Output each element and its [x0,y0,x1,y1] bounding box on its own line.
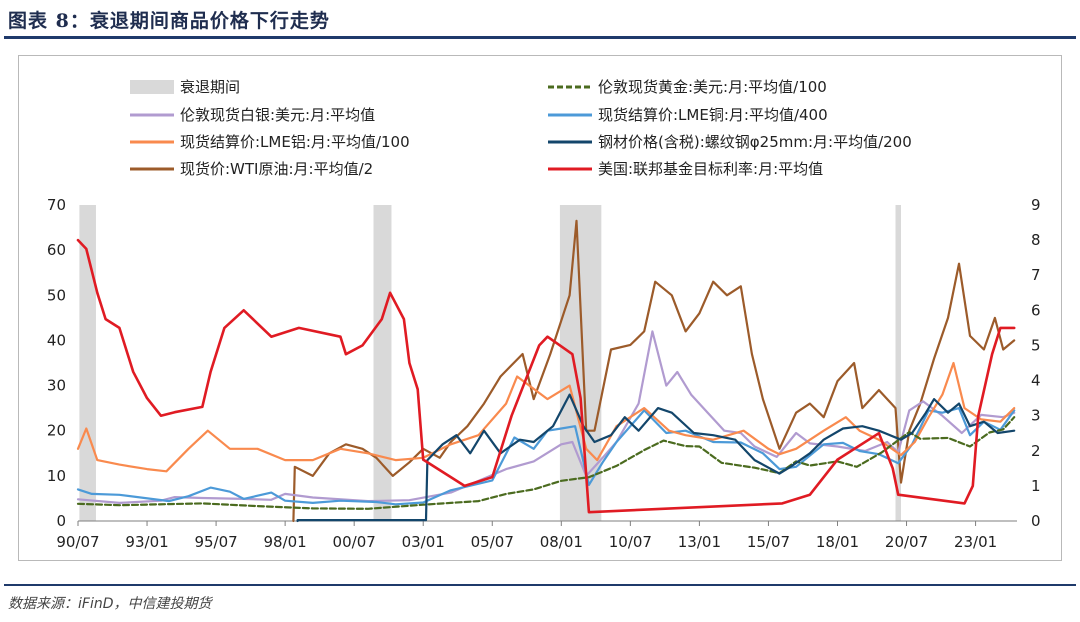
y-right-tick-label: 7 [1031,266,1041,284]
x-tick-label: 08/01 [540,533,583,551]
x-tick-label: 15/07 [747,533,790,551]
y-left-tick-label: 20 [47,422,66,440]
y-right-tick-label: 3 [1031,407,1041,425]
legend-item-rebar: 钢材价格(含税):螺纹钢φ25mm:月:平均值/200 [548,133,912,151]
recession-band-2 [373,205,392,521]
x-tick-label: 10/07 [609,533,652,551]
series-lines [76,219,1016,523]
series-fedfunds-line [76,238,1016,514]
y-left-tick-label: 70 [47,196,66,214]
legend-item-recession: 衰退期间 [130,78,240,96]
legend-label-gold: 伦敦现货黄金:美元:月:平均值/100 [598,78,827,96]
x-tick-label: 23/01 [954,533,997,551]
legend-label-rebar: 钢材价格(含税):螺纹钢φ25mm:月:平均值/200 [598,133,912,151]
legend-label-silver: 伦敦现货白银:美元:月:平均值 [180,106,375,124]
legend-swatch-recession [130,80,174,94]
y-left-tick-label: 40 [47,331,66,349]
legend-item-wti: 现货价:WTI原油:月:平均值/2 [130,160,373,178]
x-tick-label: 20/07 [885,533,928,551]
source-note: 数据来源：iFinD，中信建投期货 [8,596,212,612]
legend-item-fedfunds: 美国:联邦基金目标利率:月:平均值 [548,160,823,178]
series-gold-line [76,416,1016,510]
source-rule [4,584,1076,586]
series-wti-line [292,219,1016,523]
recession-bands [79,205,902,521]
legend-label-recession: 衰退期间 [180,78,240,96]
y-left-tick-label: 0 [56,512,66,530]
y-right-tick-label: 1 [1031,477,1041,495]
legend-label-aluminum: 现货结算价:LME铝:月:平均值/100 [180,133,410,151]
y-left-tick-label: 10 [47,467,66,485]
axes: 90/07 93/01 95/07 98/01 00/07 03/01 05/07 08/01… [47,196,1041,551]
y-right-tick-label: 9 [1031,196,1041,214]
x-tick-label: 95/07 [194,533,237,551]
y-left-tick-label: 30 [47,377,66,395]
y-left-tick-label: 50 [47,286,66,304]
x-tick-label: 93/01 [125,533,168,551]
figure-title: 图表 8：衰退期间商品价格下行走势 [8,10,330,32]
series-rebar-line [296,393,1016,523]
y-right-tick-label: 2 [1031,442,1041,460]
y-left-tick-label: 60 [47,241,66,259]
title-underline [4,36,1076,39]
x-tick-label: 05/07 [471,533,514,551]
legend-item-copper: 现货结算价:LME铜:月:平均值/400 [548,106,828,124]
legend-label-wti: 现货价:WTI原油:月:平均值/2 [180,160,373,178]
x-tick-label: 03/01 [402,533,445,551]
legend-item-silver: 伦敦现货白银:美元:月:平均值 [130,106,375,124]
legend-item-aluminum: 现货结算价:LME铝:月:平均值/100 [130,133,410,151]
y-right-tick-label: 6 [1031,301,1041,319]
series-aluminum-line [76,361,1016,473]
legend-label-fedfunds: 美国:联邦基金目标利率:月:平均值 [598,160,823,178]
x-tick-label: 00/07 [333,533,376,551]
x-tick-label: 13/01 [678,533,721,551]
series-silver-line [76,330,1016,504]
legend-item-gold: 伦敦现货黄金:美元:月:平均值/100 [548,78,827,96]
y-right-tick-label: 5 [1031,336,1041,354]
x-tick-label: 98/01 [264,533,307,551]
chart-panel [18,55,1062,561]
y-right-tick-label: 4 [1031,372,1041,390]
x-tick-label: 18/01 [816,533,859,551]
y-right-tick-label: 8 [1031,231,1041,249]
x-tick-label: 90/07 [56,533,99,551]
legend-label-copper: 现货结算价:LME铜:月:平均值/400 [598,106,828,124]
y-right-tick-label: 0 [1031,512,1041,530]
recession-band-4 [895,205,902,521]
